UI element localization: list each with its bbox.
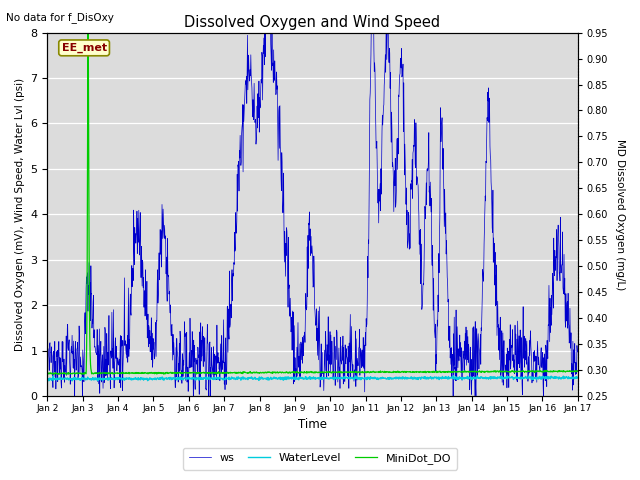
ws xyxy=(465,341,472,347)
MiniDot_DO xyxy=(149,370,157,376)
ws xyxy=(162,240,170,246)
Line: MiniDot_DO: MiniDot_DO xyxy=(47,24,578,374)
WaterLevel xyxy=(221,377,229,383)
WaterLevel xyxy=(574,375,582,381)
WaterLevel xyxy=(465,374,472,380)
WaterLevel xyxy=(162,375,170,381)
ws xyxy=(44,343,51,348)
Title: Dissolved Oxygen and Wind Speed: Dissolved Oxygen and Wind Speed xyxy=(184,15,440,30)
Text: No data for f_DisOxy: No data for f_DisOxy xyxy=(6,12,115,23)
WaterLevel xyxy=(450,373,458,379)
Y-axis label: Dissolved Oxygen (mV), Wind Speed, Water Lvl (psi): Dissolved Oxygen (mV), Wind Speed, Water… xyxy=(15,78,25,351)
Text: EE_met: EE_met xyxy=(61,43,107,53)
MiniDot_DO xyxy=(64,372,72,377)
MiniDot_DO xyxy=(84,21,92,27)
MiniDot_DO xyxy=(162,370,170,376)
WaterLevel xyxy=(44,378,51,384)
ws xyxy=(396,80,403,86)
ws xyxy=(574,349,582,355)
MiniDot_DO xyxy=(221,370,229,376)
Legend: ws, WaterLevel, MiniDot_DO: ws, WaterLevel, MiniDot_DO xyxy=(183,448,457,469)
Line: WaterLevel: WaterLevel xyxy=(47,376,578,381)
X-axis label: Time: Time xyxy=(298,419,327,432)
ws xyxy=(221,387,229,393)
WaterLevel xyxy=(395,376,403,382)
WaterLevel xyxy=(149,376,157,382)
Y-axis label: MD Dissolved Oxygen (mg/L): MD Dissolved Oxygen (mg/L) xyxy=(615,139,625,290)
MiniDot_DO xyxy=(396,369,403,374)
ws xyxy=(149,360,157,365)
MiniDot_DO xyxy=(465,369,472,375)
MiniDot_DO xyxy=(511,369,519,374)
WaterLevel xyxy=(68,378,76,384)
ws xyxy=(71,393,79,399)
ws xyxy=(511,351,519,357)
MiniDot_DO xyxy=(574,368,582,374)
MiniDot_DO xyxy=(44,371,51,376)
Line: ws: ws xyxy=(47,10,578,396)
ws xyxy=(262,7,270,12)
WaterLevel xyxy=(511,375,519,381)
